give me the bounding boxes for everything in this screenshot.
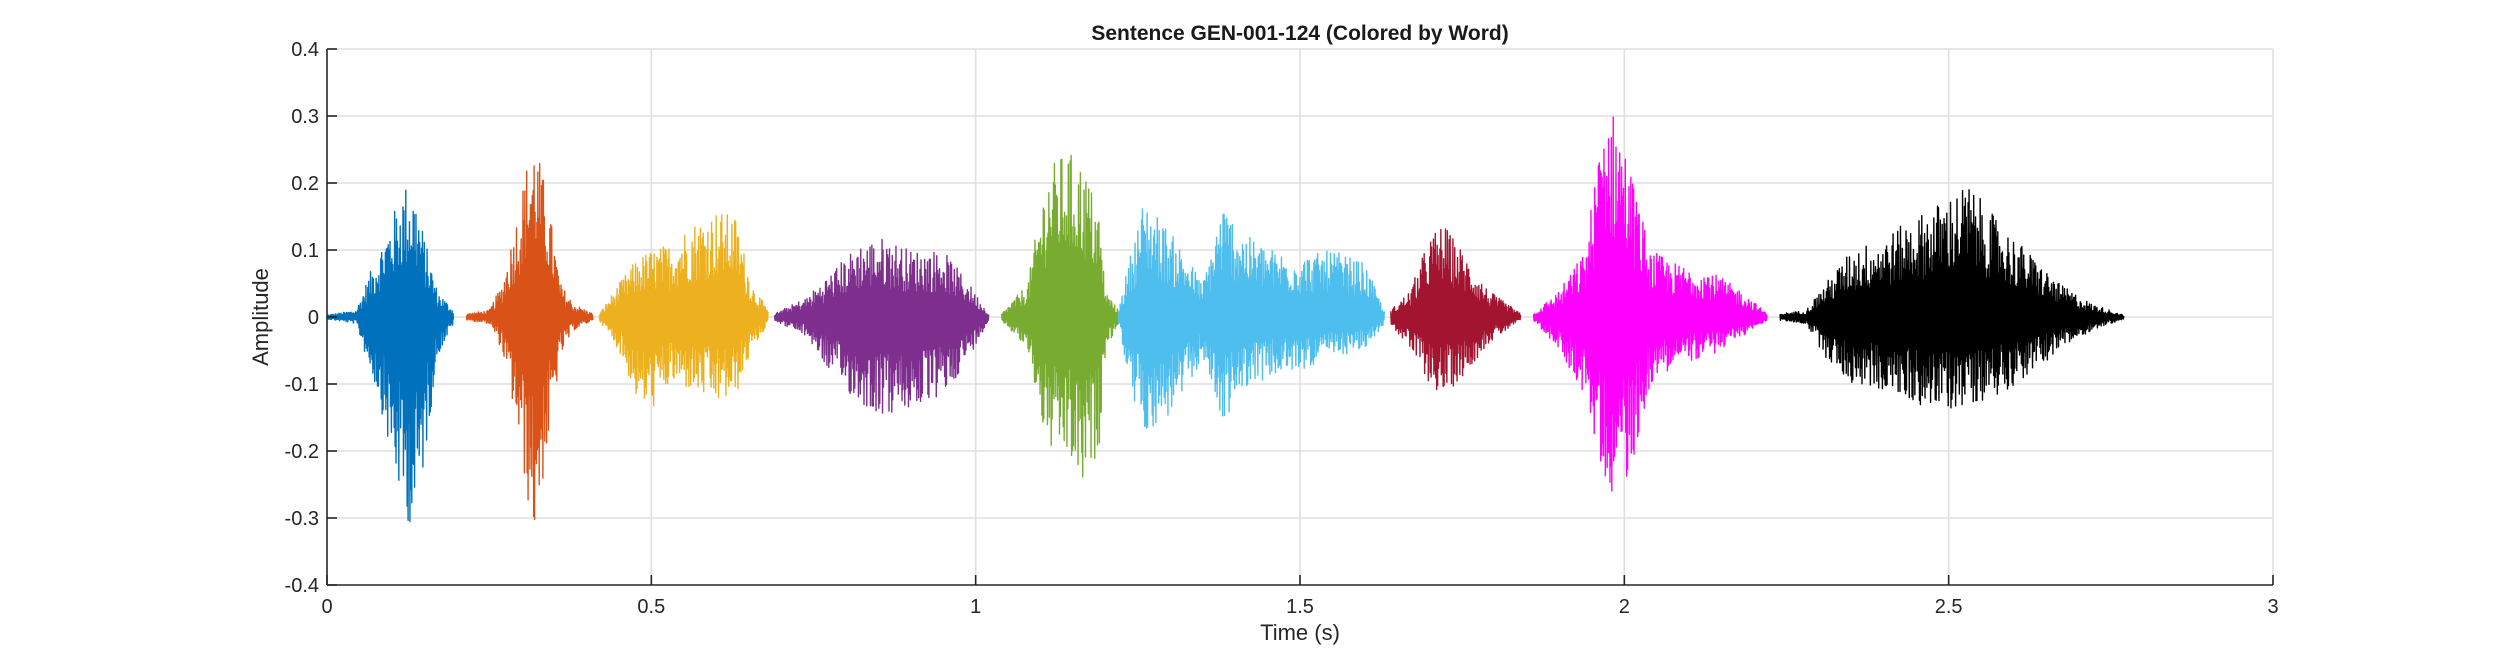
ticks: 0 0.5 1 1.5 2 2.5 3 0.4 0.3 0.2 0.1 0 -0.1 -0.2 -0.3 -0… <box>285 39 2279 618</box>
waveform-segment-1 <box>326 189 455 523</box>
y-tick-label: -0.1 <box>285 374 319 396</box>
waveform-segment-4 <box>773 238 990 414</box>
x-tick-label: 2 <box>1619 596 1630 618</box>
waveform-segment-9 <box>1779 189 2125 409</box>
waveform-segment-6 <box>1117 208 1386 429</box>
x-axis-label: Time (s) <box>1260 620 1340 645</box>
x-tick-label: 2.5 <box>1935 596 1963 618</box>
y-tick-label: 0.1 <box>291 240 319 262</box>
x-tick-label: 3 <box>2267 596 2278 618</box>
y-tick-label: 0 <box>308 307 319 329</box>
x-tick-label: 1 <box>970 596 981 618</box>
waveform-segment-2 <box>465 162 594 521</box>
y-axis-label: Amplitude <box>248 268 273 366</box>
y-tick-label: -0.4 <box>285 575 319 597</box>
y-tick-label: 0.3 <box>291 106 319 128</box>
x-tick-label: 0.5 <box>637 596 665 618</box>
waveform-segment-3 <box>598 214 769 407</box>
x-tick-label: 1.5 <box>1286 596 1314 618</box>
y-tick-label: -0.2 <box>285 441 319 463</box>
y-tick-label: -0.3 <box>285 508 319 530</box>
x-tick-label: 0 <box>321 596 332 618</box>
waveform-segment-8 <box>1532 116 1768 492</box>
waveform-segment-7 <box>1390 228 1522 391</box>
y-tick-label: 0.4 <box>291 39 319 61</box>
series-group <box>326 116 2125 523</box>
waveform-segment-5 <box>1000 154 1120 478</box>
chart-title: Sentence GEN-001-124 (Colored by Word) <box>1091 22 1508 45</box>
y-tick-label: 0.2 <box>291 173 319 195</box>
